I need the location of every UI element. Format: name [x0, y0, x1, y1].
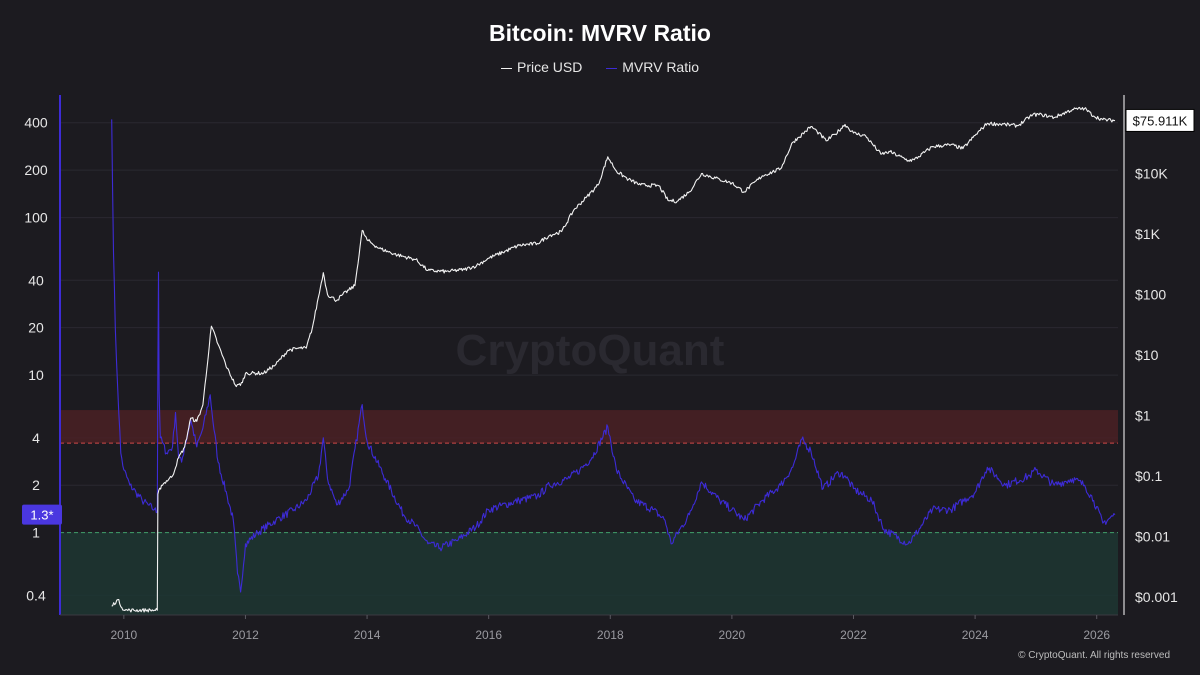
legend-swatch-price — [500, 67, 512, 69]
zone-overvalued — [60, 410, 1118, 444]
x-tick-label: 2014 — [354, 628, 381, 642]
x-tick-label: 2016 — [475, 628, 502, 642]
y-right-tick-label: $100 — [1135, 287, 1166, 303]
y-right-tick-label: $10 — [1135, 347, 1159, 363]
y-left-tick-label: 40 — [28, 272, 44, 288]
y-left-tick-label: 4 — [32, 430, 40, 446]
series-line-mvrv-ratio[interactable] — [111, 119, 1116, 593]
mvrv-current-badge-label: 1.3* — [30, 508, 53, 523]
legend-label-price: Price USD — [516, 59, 583, 75]
y-right-tick-label: $1 — [1135, 407, 1151, 423]
legend-label-mvrv: MVRV Ratio — [622, 59, 700, 75]
chart-title: Bitcoin: MVRV Ratio — [489, 20, 711, 46]
x-tick-label: 2024 — [962, 628, 989, 642]
watermark: CryptoQuant — [456, 326, 725, 375]
x-tick-label: 2026 — [1083, 628, 1110, 642]
y-left-tick-label: 1 — [32, 525, 40, 541]
copyright-notice: © CryptoQuant. All rights reserved — [1018, 650, 1170, 661]
x-tick-label: 2020 — [719, 628, 746, 642]
legend-item-price[interactable]: Price USD — [500, 59, 583, 75]
y-left-tick-label: 10 — [28, 367, 44, 383]
y-left-tick-label: 200 — [24, 162, 48, 178]
mvrv-current-badge — [22, 504, 62, 525]
legend-swatch-mvrv — [606, 67, 618, 69]
x-tick-label: 2010 — [110, 628, 137, 642]
y-right-tick-label: $0.01 — [1135, 528, 1170, 544]
zone-undervalued — [60, 532, 1118, 615]
series-line-price-usd[interactable] — [111, 106, 1116, 613]
legend-item-mvrv[interactable]: MVRV Ratio — [606, 59, 699, 75]
y-left-tick-label: 400 — [24, 115, 48, 131]
y-right-tick-label: $0.001 — [1135, 589, 1178, 605]
x-tick-label: 2018 — [597, 628, 624, 642]
price-current-badge — [1125, 108, 1195, 132]
y-left-tick-label: 0.4 — [26, 587, 46, 603]
y-right-tick-label: $10K — [1135, 166, 1168, 182]
y-left-tick-label: 2 — [32, 477, 40, 493]
y-left-tick-label: 100 — [24, 210, 48, 226]
y-right-tick-label: $1K — [1135, 226, 1161, 242]
price-current-badge-label: $75.911K — [1133, 113, 1188, 128]
y-left-tick-label: 20 — [28, 320, 44, 336]
x-tick-label: 2012 — [232, 628, 259, 642]
y-right-tick-label: $0.1 — [1135, 468, 1162, 484]
legend: Price USD MVRV Ratio — [0, 59, 1200, 75]
x-tick-label: 2022 — [840, 628, 867, 642]
